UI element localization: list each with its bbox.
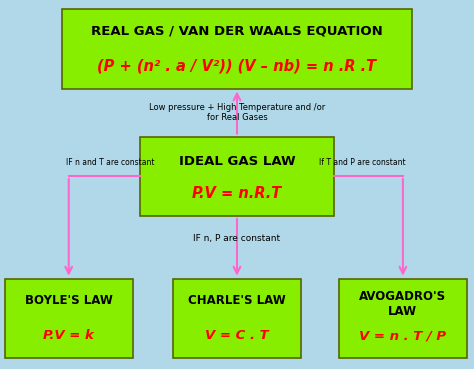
Text: BOYLE'S LAW: BOYLE'S LAW	[25, 294, 113, 307]
FancyBboxPatch shape	[62, 9, 412, 89]
Text: AVOGADRO'S
LAW: AVOGADRO'S LAW	[359, 290, 447, 318]
Text: IF n and T are constant: IF n and T are constant	[66, 158, 155, 167]
Text: CHARLE'S LAW: CHARLE'S LAW	[188, 294, 286, 307]
Text: (P + (n² . a / V²)) (V – nb) = n .R .T: (P + (n² . a / V²)) (V – nb) = n .R .T	[98, 59, 376, 74]
Text: Low pressure + High Temperature and /or
for Real Gases: Low pressure + High Temperature and /or …	[149, 103, 325, 122]
Text: V = n . T / P: V = n . T / P	[359, 329, 447, 342]
FancyBboxPatch shape	[5, 279, 133, 358]
FancyBboxPatch shape	[339, 279, 467, 358]
Text: REAL GAS / VAN DER WAALS EQUATION: REAL GAS / VAN DER WAALS EQUATION	[91, 25, 383, 38]
Text: If T and P are constant: If T and P are constant	[319, 158, 405, 167]
Text: V = C . T: V = C . T	[205, 329, 269, 342]
Text: IDEAL GAS LAW: IDEAL GAS LAW	[179, 155, 295, 168]
FancyBboxPatch shape	[140, 137, 334, 216]
Text: IF n, P are constant: IF n, P are constant	[193, 234, 281, 242]
FancyBboxPatch shape	[173, 279, 301, 358]
Text: P.V = k: P.V = k	[43, 329, 94, 342]
Text: P.V = n.R.T: P.V = n.R.T	[192, 186, 282, 201]
